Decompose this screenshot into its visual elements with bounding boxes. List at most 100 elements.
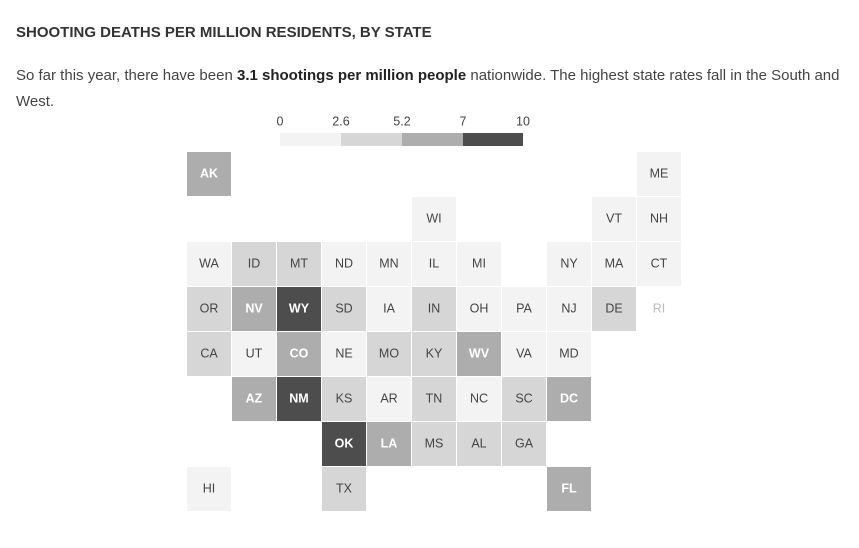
- state-label: IL: [429, 256, 439, 270]
- state-tile: [322, 332, 366, 376]
- state-tile: [367, 422, 411, 466]
- state-label: OH: [470, 301, 489, 315]
- state-tile: [187, 287, 231, 331]
- state-tile: [187, 467, 231, 511]
- state-label: NE: [335, 346, 352, 360]
- state-label: MO: [379, 346, 399, 360]
- state-label: MS: [425, 436, 444, 450]
- state-tile: [547, 332, 591, 376]
- state-label: TX: [336, 481, 353, 495]
- state-tile: [637, 197, 681, 241]
- legend-label: 0: [277, 114, 284, 128]
- state-tile: [322, 377, 366, 421]
- legend-swatch: [402, 133, 463, 146]
- state-tile: [412, 377, 456, 421]
- state-tile: [412, 287, 456, 331]
- state-label: ND: [335, 256, 353, 270]
- state-tile: [412, 422, 456, 466]
- state-label: CA: [200, 346, 218, 360]
- subtitle-text: So far this year, there have been: [16, 67, 237, 84]
- state-tile: [232, 332, 276, 376]
- state-label: FL: [561, 481, 577, 495]
- state-tile: [277, 332, 321, 376]
- state-tile: [322, 467, 366, 511]
- state-label: PA: [516, 301, 532, 315]
- state-label: GA: [515, 436, 534, 450]
- state-tile: [457, 287, 501, 331]
- state-tile: [547, 242, 591, 286]
- legend-swatch: [463, 133, 523, 146]
- state-tile: [232, 287, 276, 331]
- state-label: MN: [379, 256, 398, 270]
- state-tile: [187, 332, 231, 376]
- legend-label: 10: [516, 114, 530, 128]
- state-tile: [277, 242, 321, 286]
- state-tile: [547, 377, 591, 421]
- state-tile: [187, 152, 231, 196]
- state-label: HI: [203, 481, 216, 495]
- state-tile: [502, 377, 546, 421]
- state-label: IN: [428, 301, 441, 315]
- state-label: IA: [383, 301, 395, 315]
- state-tile: [367, 377, 411, 421]
- state-label: ME: [650, 166, 669, 180]
- state-label: MD: [559, 346, 578, 360]
- subtitle-highlight: 3.1 shootings per million people: [236, 67, 467, 84]
- state-tile: [547, 467, 591, 511]
- state-label: WI: [426, 211, 441, 225]
- state-label: NY: [560, 256, 578, 270]
- state-tile: [187, 242, 231, 286]
- state-tile: [367, 287, 411, 331]
- state-label: DC: [560, 391, 578, 405]
- state-label: WA: [199, 256, 219, 270]
- state-label: NM: [289, 391, 308, 405]
- state-label: MI: [472, 256, 486, 270]
- state-label: RI: [653, 301, 666, 315]
- state-label: TN: [426, 391, 443, 405]
- state-tile: [637, 242, 681, 286]
- state-label: MT: [290, 256, 308, 270]
- state-tile: [457, 332, 501, 376]
- state-tile: [232, 242, 276, 286]
- subtitle: So far this year, there have been 3.1 sh…: [16, 63, 846, 115]
- state-tile: [322, 287, 366, 331]
- legend-label: 2.6: [332, 114, 349, 128]
- state-label: LA: [381, 436, 398, 450]
- state-label: AR: [380, 391, 397, 405]
- state-tile: [277, 377, 321, 421]
- state-tile: [367, 242, 411, 286]
- state-label: OR: [200, 301, 219, 315]
- chart-title: SHOOTING DEATHS PER MILLION RESIDENTS, B…: [16, 24, 432, 41]
- state-label: KY: [426, 346, 443, 360]
- state-tile: [457, 242, 501, 286]
- state-tile: [502, 287, 546, 331]
- state-tile: [277, 287, 321, 331]
- legend-label: 5.2: [393, 114, 410, 128]
- state-tile: [457, 377, 501, 421]
- state-tile: [592, 197, 636, 241]
- state-tile: [457, 422, 501, 466]
- state-label: VT: [606, 211, 622, 225]
- state-tile: [592, 242, 636, 286]
- state-label: VA: [516, 346, 532, 360]
- state-tile: [637, 152, 681, 196]
- state-label: NC: [470, 391, 488, 405]
- state-tile: [322, 242, 366, 286]
- state-label: NJ: [561, 301, 576, 315]
- legend-swatch: [280, 133, 341, 146]
- state-tile: [592, 287, 636, 331]
- legend-swatch: [341, 133, 402, 146]
- state-tile: [412, 242, 456, 286]
- state-label: KS: [336, 391, 353, 405]
- state-tile: [412, 332, 456, 376]
- state-tile: [322, 422, 366, 466]
- state-label: WY: [289, 301, 310, 315]
- state-label: CO: [290, 346, 309, 360]
- state-label: ID: [248, 256, 261, 270]
- state-label: MA: [605, 256, 624, 270]
- state-tile: [637, 287, 681, 331]
- state-label: SD: [335, 301, 352, 315]
- state-tile: [502, 332, 546, 376]
